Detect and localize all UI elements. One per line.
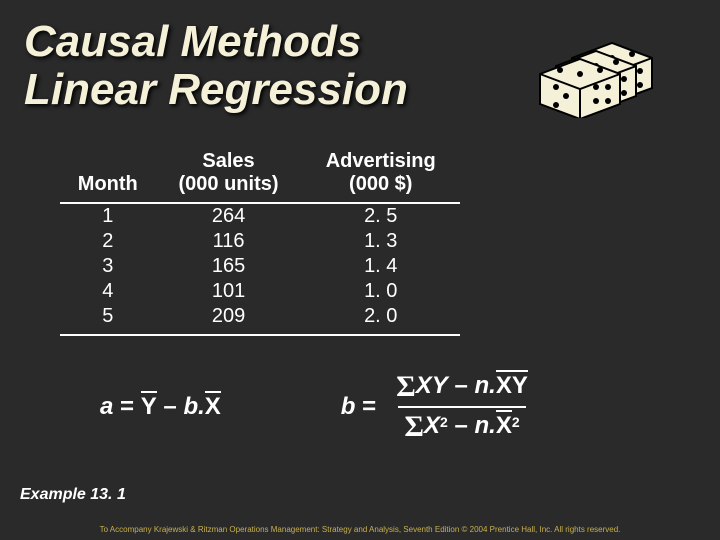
- col-advertising: Advertising (000 $): [301, 148, 460, 203]
- table-row: 31651. 4: [60, 254, 460, 279]
- fa-xbar: X: [205, 393, 221, 421]
- table-header-row: Month Sales (000 units) Advertising (000…: [60, 148, 460, 203]
- dice-icon: [530, 18, 690, 118]
- col-month: Month: [60, 148, 156, 203]
- cell: 209: [156, 304, 302, 335]
- table-row: 21161. 3: [60, 229, 460, 254]
- example-label: Example 13. 1: [20, 486, 126, 504]
- cell: 116: [156, 229, 302, 254]
- fa-eq: =: [120, 393, 134, 420]
- col2-l2: (000 $): [349, 173, 412, 195]
- fb-sq: 2: [440, 414, 448, 430]
- cell: 3: [60, 254, 156, 279]
- slide-title: Causal Methods Linear Regression: [24, 18, 408, 115]
- table-row: 12642. 5: [60, 203, 460, 229]
- cell: 264: [156, 203, 302, 229]
- fb-sq2: 2: [512, 414, 520, 430]
- fa-coef: b.: [183, 393, 204, 420]
- cell: 2: [60, 229, 156, 254]
- copyright-footer: To Accompany Krajewski & Ritzman Operati…: [0, 525, 720, 534]
- cell: 1: [60, 203, 156, 229]
- cell: 2. 5: [301, 203, 460, 229]
- sigma-icon: Σ: [396, 370, 416, 403]
- fb-var: b: [341, 393, 356, 420]
- fa-minus: –: [163, 393, 176, 420]
- col-sales: Sales (000 units): [156, 148, 302, 203]
- col2-l1: Advertising: [326, 150, 436, 172]
- col1-l2: (000 units): [179, 173, 279, 195]
- fb-nminus: –: [454, 372, 467, 399]
- cell: 1. 3: [301, 229, 460, 254]
- col1-l1: Sales: [202, 150, 254, 172]
- fb-den: ΣX2 – n.X2: [398, 406, 525, 444]
- formula-row: a = Y – b.X b = ΣXY – n.XY ΣX2 – n.X2: [70, 370, 680, 444]
- fb-dminus: –: [454, 412, 467, 439]
- cell: 1. 4: [301, 254, 460, 279]
- cell: 1. 0: [301, 279, 460, 304]
- fb-eq: =: [362, 393, 376, 420]
- fb-num: ΣXY – n.XY: [390, 370, 534, 406]
- fb-fraction: ΣXY – n.XY ΣX2 – n.X2: [390, 370, 534, 444]
- fb-xbar2: X: [496, 412, 512, 440]
- title-line-1: Causal Methods: [24, 17, 361, 66]
- fb-x: X: [424, 412, 440, 439]
- cell: 165: [156, 254, 302, 279]
- col0-l2: Month: [78, 173, 138, 195]
- cell: 101: [156, 279, 302, 304]
- title-line-2: Linear Regression: [24, 65, 408, 114]
- fa-ybar: Y: [141, 393, 157, 421]
- formula-a: a = Y – b.X: [100, 393, 221, 421]
- formula-b: b = ΣXY – n.XY ΣX2 – n.X2: [341, 370, 534, 444]
- fb-n: n.: [474, 372, 495, 399]
- table-row: 41011. 0: [60, 279, 460, 304]
- fb-dn: n.: [474, 412, 495, 439]
- fb-xybar: XY: [496, 372, 528, 400]
- table-body: 12642. 5 21161. 3 31651. 4 41011. 0 5209…: [60, 203, 460, 335]
- sigma-icon: Σ: [404, 410, 424, 443]
- data-table: Month Sales (000 units) Advertising (000…: [60, 148, 460, 336]
- cell: 5: [60, 304, 156, 335]
- fb-xy: XY: [416, 372, 448, 399]
- table-row: 52092. 0: [60, 304, 460, 335]
- cell: 4: [60, 279, 156, 304]
- fa-var: a: [100, 393, 113, 420]
- cell: 2. 0: [301, 304, 460, 335]
